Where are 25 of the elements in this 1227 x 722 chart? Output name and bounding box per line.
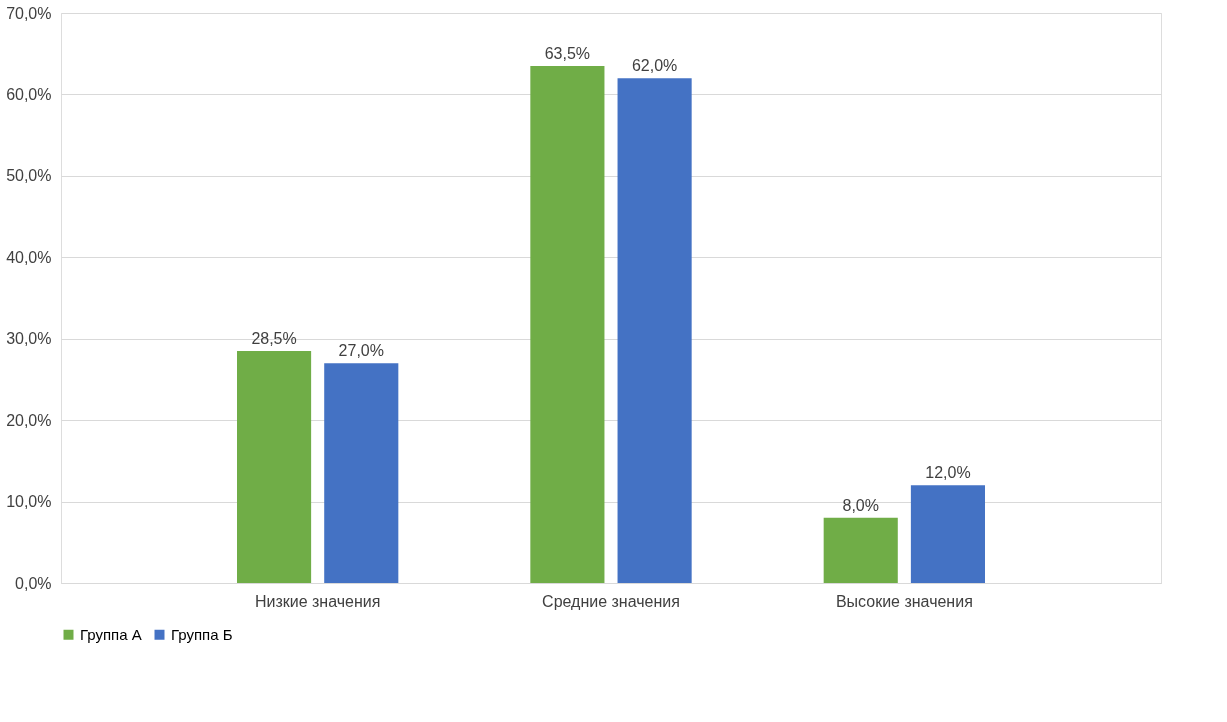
data-label: 63,5% (544, 44, 591, 62)
legend-label: Группа Б (171, 625, 233, 643)
bar (530, 65, 605, 583)
x-tick-label: Низкие значения (254, 592, 381, 610)
y-tick-label: 20,0% (6, 411, 52, 429)
data-label: 62,0% (631, 57, 678, 75)
data-label: 28,5% (251, 329, 297, 347)
data-label: 27,0% (338, 342, 384, 360)
data-label: 8,0% (842, 496, 879, 514)
legend-label: Группа А (80, 625, 142, 643)
y-tick-label: 30,0% (6, 330, 52, 348)
bar (910, 485, 985, 583)
y-tick-label: 40,0% (6, 248, 52, 266)
y-tick-label: 70,0% (6, 4, 52, 22)
y-tick-label: 10,0% (6, 493, 52, 511)
bar (617, 78, 692, 583)
bar (324, 363, 399, 583)
bar (237, 350, 312, 583)
x-tick-label: Высокие значения (835, 592, 973, 610)
bar (823, 517, 898, 583)
x-tick-label: Средние значения (542, 592, 680, 610)
y-tick-label: 60,0% (6, 85, 52, 103)
data-label: 12,0% (925, 464, 971, 482)
y-tick-label: 50,0% (6, 167, 52, 185)
y-tick-label: 0,0% (15, 574, 52, 592)
